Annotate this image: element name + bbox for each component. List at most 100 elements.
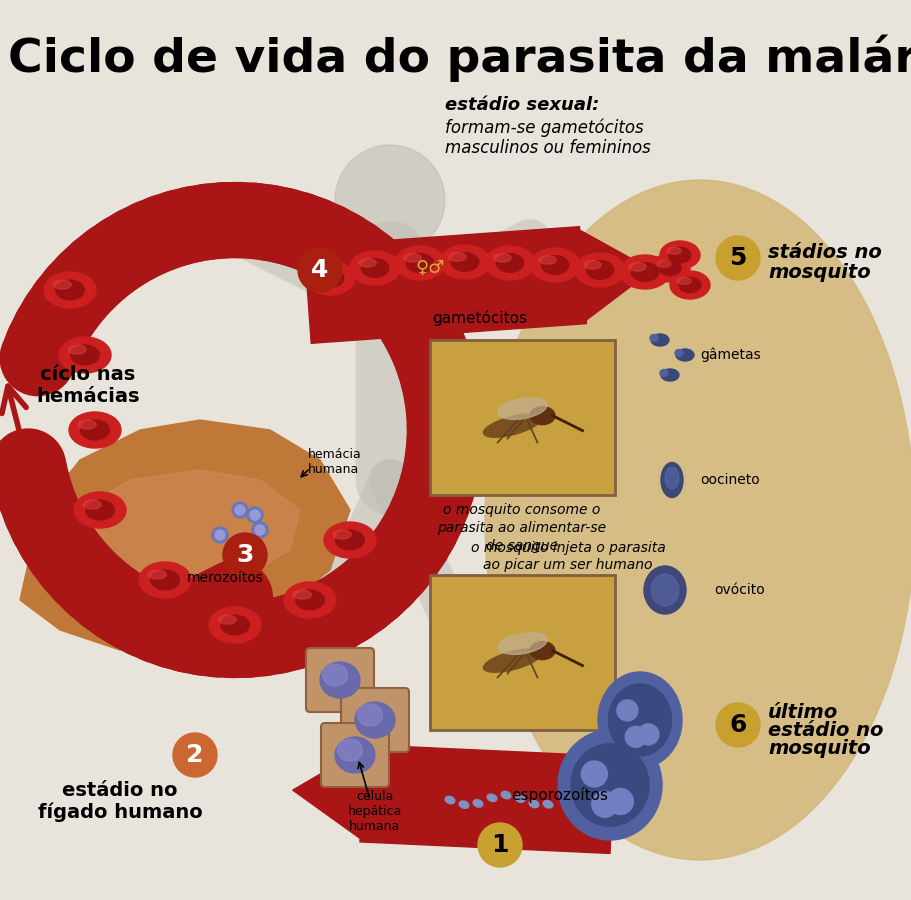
Ellipse shape (496, 254, 523, 273)
Ellipse shape (320, 662, 360, 698)
Circle shape (625, 726, 646, 747)
Circle shape (255, 525, 265, 535)
Ellipse shape (71, 345, 99, 364)
Ellipse shape (358, 258, 376, 267)
Ellipse shape (304, 261, 354, 295)
Ellipse shape (650, 574, 679, 606)
Ellipse shape (574, 253, 624, 287)
Ellipse shape (394, 246, 445, 280)
Ellipse shape (313, 268, 331, 277)
Ellipse shape (660, 241, 700, 269)
Ellipse shape (357, 704, 382, 726)
Text: hemácias: hemácias (36, 388, 139, 407)
Ellipse shape (643, 566, 685, 614)
FancyBboxPatch shape (429, 575, 614, 730)
Ellipse shape (630, 263, 658, 282)
Ellipse shape (335, 530, 363, 550)
Text: último: último (767, 703, 837, 722)
Ellipse shape (485, 180, 911, 860)
Ellipse shape (669, 248, 691, 263)
Ellipse shape (660, 370, 667, 376)
Text: célula
hepática
humana: célula hepática humana (347, 790, 402, 833)
Circle shape (247, 507, 262, 523)
Text: 5: 5 (729, 246, 746, 270)
Ellipse shape (405, 254, 434, 273)
Ellipse shape (44, 272, 96, 308)
Text: 4: 4 (311, 258, 328, 282)
Ellipse shape (53, 280, 71, 289)
Text: estádio no: estádio no (767, 721, 883, 740)
Ellipse shape (583, 261, 600, 269)
Circle shape (251, 522, 268, 538)
Ellipse shape (558, 730, 661, 840)
FancyArrowPatch shape (292, 745, 614, 853)
Ellipse shape (458, 801, 468, 808)
Ellipse shape (570, 743, 649, 826)
Ellipse shape (404, 254, 421, 262)
Circle shape (637, 724, 658, 745)
Ellipse shape (56, 280, 84, 300)
Circle shape (715, 703, 759, 747)
Ellipse shape (515, 795, 524, 802)
Ellipse shape (218, 615, 236, 624)
Ellipse shape (666, 248, 681, 255)
Circle shape (607, 788, 633, 814)
Ellipse shape (68, 345, 87, 354)
Ellipse shape (445, 796, 455, 804)
Ellipse shape (361, 258, 388, 277)
Ellipse shape (493, 254, 511, 262)
Text: merozoítos: merozoítos (187, 571, 263, 585)
Ellipse shape (528, 800, 538, 807)
FancyBboxPatch shape (306, 648, 374, 712)
Ellipse shape (78, 420, 97, 429)
Ellipse shape (86, 500, 114, 520)
Circle shape (581, 761, 607, 787)
Ellipse shape (138, 562, 190, 598)
Ellipse shape (473, 800, 482, 807)
FancyBboxPatch shape (321, 723, 389, 787)
Ellipse shape (59, 337, 111, 373)
Text: mosquito: mosquito (767, 263, 870, 282)
Text: o mosquito consome o: o mosquito consome o (443, 503, 600, 517)
Ellipse shape (483, 649, 541, 672)
Text: masculinos ou femininos: masculinos ou femininos (445, 139, 650, 157)
Circle shape (250, 510, 260, 520)
Text: 3: 3 (236, 543, 253, 567)
Circle shape (223, 533, 267, 577)
Ellipse shape (334, 737, 374, 773)
Ellipse shape (333, 530, 351, 539)
Circle shape (616, 700, 637, 721)
Ellipse shape (316, 268, 343, 287)
Ellipse shape (676, 277, 691, 284)
Circle shape (211, 527, 228, 543)
Text: ovócito: ovócito (713, 583, 764, 597)
Ellipse shape (650, 334, 669, 346)
Ellipse shape (74, 492, 126, 528)
Text: oocineto: oocineto (700, 473, 759, 487)
Ellipse shape (501, 791, 510, 798)
Circle shape (298, 248, 342, 292)
Ellipse shape (659, 260, 681, 275)
Ellipse shape (220, 615, 249, 634)
Circle shape (715, 236, 759, 280)
Ellipse shape (497, 398, 547, 419)
FancyArrowPatch shape (304, 227, 651, 343)
Ellipse shape (83, 500, 101, 509)
Ellipse shape (150, 570, 179, 590)
Ellipse shape (608, 684, 670, 756)
Text: Ciclo de vida do parasita da malária: Ciclo de vida do parasita da malária (8, 34, 911, 82)
Ellipse shape (323, 522, 375, 558)
FancyBboxPatch shape (429, 340, 614, 495)
Text: ♀♂: ♀♂ (415, 259, 445, 277)
Ellipse shape (283, 582, 335, 618)
Ellipse shape (497, 633, 547, 654)
Text: hemácia
humana: hemácia humana (308, 448, 362, 476)
Ellipse shape (650, 335, 657, 341)
Ellipse shape (486, 794, 496, 802)
Text: formam-se gametócitos: formam-se gametócitos (445, 119, 643, 137)
Polygon shape (50, 470, 300, 600)
Ellipse shape (543, 801, 552, 808)
Ellipse shape (540, 256, 568, 274)
Ellipse shape (628, 263, 646, 271)
Text: 1: 1 (491, 833, 508, 857)
